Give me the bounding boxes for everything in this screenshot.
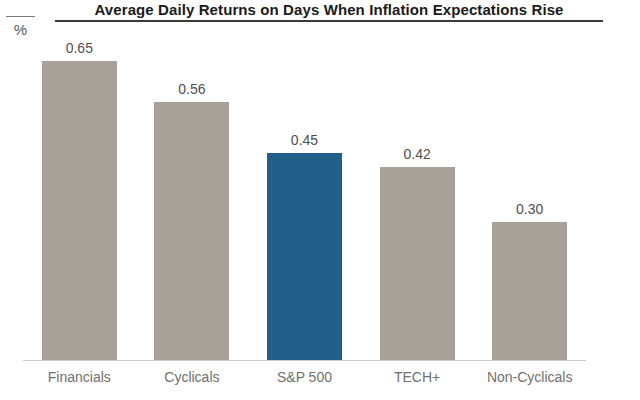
category-label-sp500: S&P 500 [248, 369, 361, 386]
category-label-financials: Financials [23, 369, 136, 386]
bar-sp500 [267, 153, 342, 360]
bar-column-financials: 0.65 [23, 41, 136, 360]
bar-column-tech: 0.42 [361, 147, 474, 360]
bar-value-label-sp500: 0.45 [291, 133, 318, 148]
bar-value-label-cyclicals: 0.56 [178, 82, 205, 97]
bar-column-cyclicals: 0.56 [136, 82, 249, 360]
bar-value-label-financials: 0.65 [66, 41, 93, 56]
bar-noncyclicals [492, 222, 567, 360]
bar-column-noncyclicals: 0.30 [473, 202, 586, 360]
bar-financials [42, 61, 117, 360]
category-labels-row: Financials Cyclicals S&P 500 TECH+ Non-C… [23, 369, 586, 386]
bar-value-label-noncyclicals: 0.30 [516, 202, 543, 217]
bar-value-label-tech: 0.42 [403, 147, 430, 162]
category-label-tech: TECH+ [361, 369, 474, 386]
plot-area: 0.65 0.56 0.45 0.42 0.30 [23, 0, 586, 360]
bar-chart: Average Daily Returns on Days When Infla… [0, 0, 640, 400]
x-axis-line [23, 360, 586, 361]
category-label-cyclicals: Cyclicals [136, 369, 249, 386]
bar-column-sp500: 0.45 [248, 133, 361, 360]
bar-tech [380, 167, 455, 360]
category-label-noncyclicals: Non-Cyclicals [473, 369, 586, 386]
bar-cyclicals [154, 102, 229, 360]
